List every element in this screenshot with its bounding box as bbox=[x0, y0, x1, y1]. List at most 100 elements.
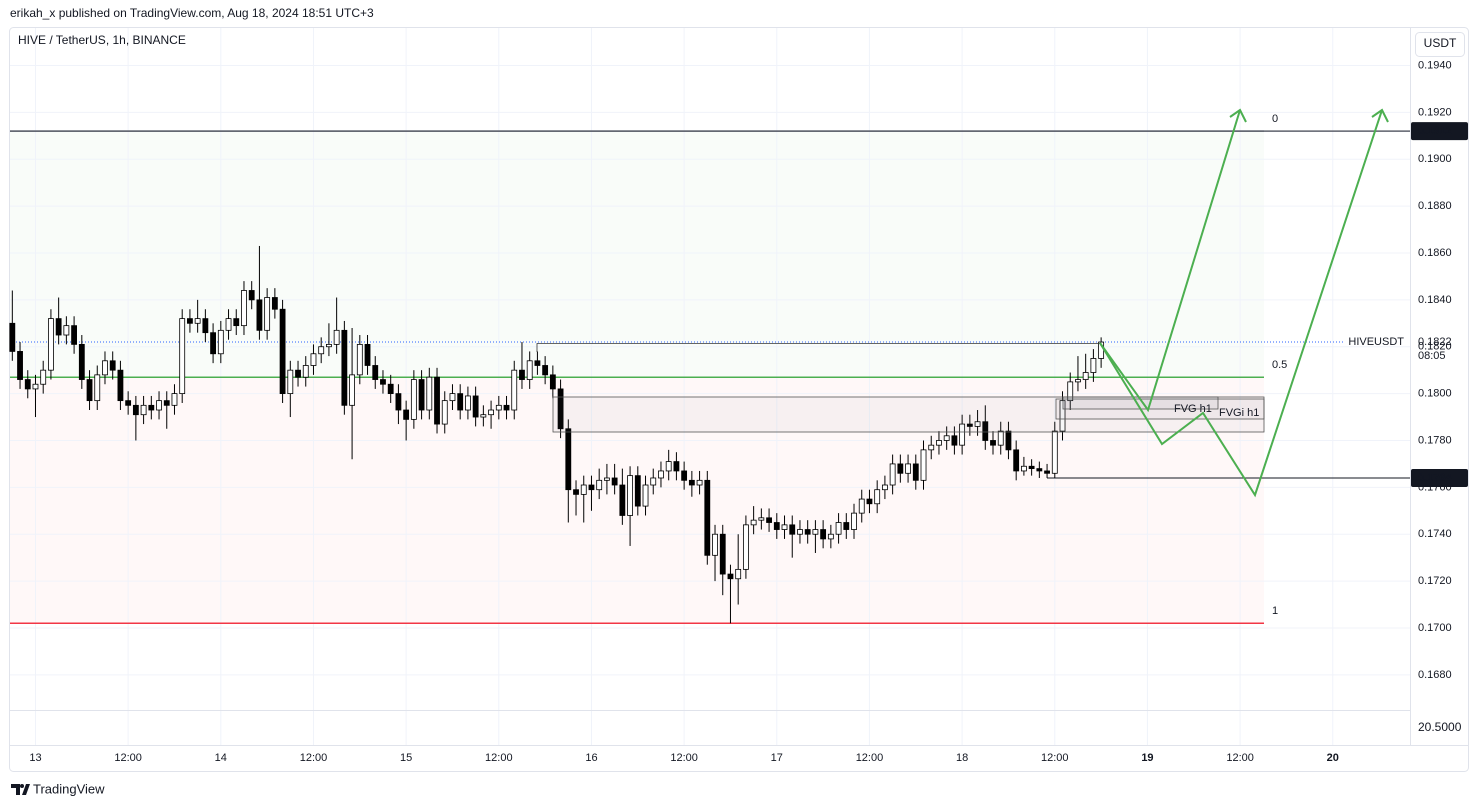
y-tick-label: 0.1840 bbox=[1418, 294, 1452, 306]
last-price-symbol: HIVEUSDT bbox=[1348, 336, 1404, 348]
candle-body bbox=[565, 428, 572, 491]
candle-body bbox=[936, 440, 942, 446]
candle-body bbox=[264, 297, 271, 331]
candle-body bbox=[24, 379, 31, 390]
candle-body bbox=[750, 519, 757, 526]
candle-body bbox=[611, 477, 618, 486]
x-tick-label: 16 bbox=[585, 752, 597, 764]
x-tick-label: 14 bbox=[215, 752, 227, 764]
candle-body bbox=[271, 297, 278, 310]
candle-body bbox=[1044, 470, 1050, 474]
range-top bbox=[536, 343, 1101, 352]
candle-body bbox=[380, 379, 386, 385]
candle-body bbox=[40, 369, 47, 385]
candle-body bbox=[912, 463, 919, 481]
candle-body bbox=[48, 318, 54, 371]
candle-body bbox=[881, 484, 888, 491]
x-tick-label: 12:00 bbox=[114, 752, 142, 764]
currency-button[interactable] bbox=[1415, 32, 1465, 57]
candle-body bbox=[573, 489, 579, 495]
candle-body bbox=[549, 374, 556, 390]
currency[interactable]: USDT bbox=[1424, 36, 1457, 50]
candle-body bbox=[820, 529, 827, 540]
candle-body bbox=[318, 346, 325, 355]
candle-body bbox=[1020, 465, 1027, 472]
candle-body bbox=[241, 290, 247, 327]
candle-body bbox=[32, 383, 39, 390]
byline: erikah_x published on TradingView.com, A… bbox=[10, 6, 374, 20]
candle-body bbox=[1051, 430, 1058, 474]
footer-logo bbox=[11, 784, 30, 795]
fvg-label: FVG h1 bbox=[1174, 403, 1212, 415]
candle-body bbox=[1090, 358, 1097, 373]
candle-body bbox=[951, 435, 958, 446]
candle-body bbox=[696, 479, 703, 486]
candle-body bbox=[858, 498, 865, 514]
candle-body bbox=[773, 522, 780, 530]
candle-body bbox=[920, 449, 927, 481]
candle-body bbox=[302, 365, 309, 378]
candle-body bbox=[889, 463, 896, 486]
candle-body bbox=[835, 522, 842, 535]
candle-body bbox=[148, 404, 155, 411]
y-tick-label: 0.1900 bbox=[1418, 153, 1452, 165]
price-badge bbox=[1411, 122, 1468, 141]
candle-body bbox=[1013, 449, 1020, 472]
candle-body bbox=[966, 423, 973, 427]
candle-body bbox=[519, 369, 525, 380]
frame bbox=[9, 27, 1469, 772]
candle-body bbox=[403, 409, 410, 420]
candle-body bbox=[704, 479, 711, 556]
candle-body bbox=[495, 404, 502, 411]
candle-body bbox=[109, 360, 116, 371]
candle-body bbox=[511, 369, 518, 411]
lower-pane-label: 20.5000 bbox=[1418, 720, 1462, 734]
candle-body bbox=[781, 524, 788, 530]
candle-body bbox=[634, 475, 641, 507]
y-tick-label: 0.1680 bbox=[1418, 669, 1452, 681]
candle-body bbox=[449, 393, 456, 402]
candle-body bbox=[465, 395, 471, 411]
y-tick-label: 0.1780 bbox=[1418, 434, 1452, 446]
candle-body bbox=[279, 308, 286, 395]
candle-body bbox=[526, 360, 533, 380]
x-tick-label: 15 bbox=[400, 752, 412, 764]
x-tick-label: 20 bbox=[1327, 752, 1339, 764]
candle-body bbox=[804, 529, 811, 535]
candle-body bbox=[125, 400, 132, 406]
candle-body bbox=[217, 329, 224, 355]
candle-body bbox=[1036, 468, 1043, 472]
candle-body bbox=[426, 376, 433, 411]
candle-body bbox=[642, 484, 649, 507]
candle-body bbox=[997, 430, 1004, 446]
fib-label: 0 bbox=[1272, 113, 1278, 125]
projection-path bbox=[1099, 109, 1383, 498]
candle-body bbox=[287, 369, 294, 395]
fib-zone bbox=[10, 131, 1264, 377]
y-tick-label: 0.1700 bbox=[1418, 622, 1452, 634]
price-badge-label: 0.1764 bbox=[1418, 472, 1453, 484]
candle-body bbox=[542, 365, 549, 376]
x-tick-label: 12:00 bbox=[1226, 752, 1254, 764]
candle-body bbox=[619, 484, 626, 516]
candle-body bbox=[472, 395, 479, 418]
x-tick-label: 13 bbox=[29, 752, 41, 764]
axis-layer: 0.1940 0.1920 0.1900 0.1880 0.1860 0.1840 0.18… bbox=[29, 59, 1468, 764]
candle-body bbox=[364, 343, 371, 366]
candle-body bbox=[735, 568, 742, 580]
candle-body bbox=[132, 404, 139, 416]
candle-body bbox=[410, 379, 417, 420]
candle-body bbox=[71, 325, 78, 345]
candle-body bbox=[658, 470, 664, 479]
candle-body bbox=[627, 475, 633, 516]
candle-body bbox=[202, 318, 209, 334]
candle-body bbox=[596, 479, 603, 491]
candle-body bbox=[55, 318, 62, 336]
x-tick-label: 12:00 bbox=[670, 752, 698, 764]
candle-body bbox=[1082, 372, 1089, 380]
x-tick-label: 19 bbox=[1141, 752, 1153, 764]
candles-layer bbox=[9, 245, 1105, 624]
candle-body bbox=[866, 498, 873, 505]
arrow-head bbox=[1371, 108, 1389, 123]
